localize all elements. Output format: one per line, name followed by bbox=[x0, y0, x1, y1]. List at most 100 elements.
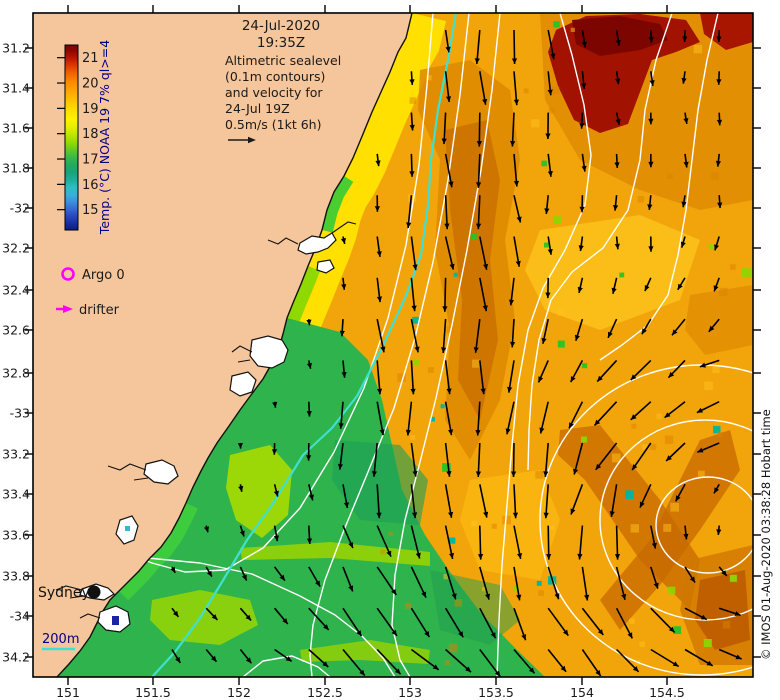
velocity-arrow-head bbox=[513, 99, 519, 106]
sst-speck bbox=[673, 626, 682, 634]
velocity-arrow-head bbox=[668, 626, 675, 633]
sst-speck bbox=[664, 435, 674, 444]
map-border bbox=[32, 12, 754, 678]
sst-speck bbox=[611, 453, 621, 463]
velocity-arrow-head bbox=[306, 319, 312, 326]
sst-speck bbox=[513, 585, 519, 591]
velocity-arrow-head bbox=[480, 388, 486, 395]
velocity-arrow-head bbox=[615, 118, 621, 125]
velocity-arrow-head bbox=[573, 468, 579, 475]
sst-speck bbox=[442, 463, 451, 472]
velocity-arrow-head bbox=[306, 411, 312, 417]
sst-speck bbox=[557, 308, 565, 316]
velocity-arrow-head bbox=[545, 292, 551, 299]
velocity-arrow bbox=[506, 401, 515, 435]
velocity-arrow-head bbox=[273, 535, 279, 542]
velocity-arrow-head bbox=[547, 249, 553, 255]
velocity-arrow-head bbox=[539, 427, 545, 434]
velocity-arrow-head bbox=[611, 287, 617, 294]
sst-speck bbox=[445, 660, 451, 665]
sst-speck bbox=[619, 272, 625, 278]
velocity-arrow bbox=[442, 319, 447, 354]
sst-patch bbox=[525, 215, 700, 330]
velocity-arrow-head bbox=[511, 58, 518, 64]
velocity-arrow-head bbox=[386, 550, 392, 557]
sst-speck bbox=[535, 471, 543, 479]
velocity-arrow-head bbox=[716, 79, 722, 85]
velocity-arrow-head bbox=[700, 614, 707, 620]
velocity-arrow bbox=[479, 360, 485, 395]
velocity-arrow-head bbox=[517, 553, 523, 559]
velocity-arrow-head bbox=[649, 80, 655, 86]
velocity-arrow bbox=[595, 442, 618, 471]
sst-speck bbox=[482, 587, 487, 592]
velocity-arrow bbox=[581, 607, 604, 636]
sst-speck bbox=[426, 75, 432, 81]
isobath-legend-label: 200m bbox=[42, 632, 79, 647]
velocity-arrow-head bbox=[380, 346, 386, 353]
velocity-arrow bbox=[444, 566, 457, 600]
velocity-arrow-head bbox=[421, 591, 426, 598]
y-tick-label: 32.8 bbox=[2, 366, 30, 381]
velocity-arrow-head bbox=[614, 162, 620, 168]
velocity-arrow-head bbox=[721, 570, 727, 576]
velocity-arrow bbox=[578, 525, 584, 560]
velocity-arrow-head bbox=[683, 118, 689, 124]
lake bbox=[229, 371, 257, 397]
velocity-arrow-head bbox=[681, 201, 687, 208]
sst-patch bbox=[700, 13, 753, 50]
contour-line bbox=[527, 13, 673, 471]
sst-speck bbox=[650, 443, 657, 450]
velocity-arrow-head bbox=[448, 429, 454, 436]
velocity-arrow-head bbox=[544, 208, 550, 214]
velocity-arrow-head bbox=[581, 41, 587, 48]
velocity-arrow-head bbox=[432, 664, 439, 670]
velocity-arrow-head bbox=[666, 455, 672, 461]
velocity-arrow-head bbox=[668, 371, 675, 378]
velocity-arrow bbox=[376, 607, 398, 637]
contour-line bbox=[136, 13, 434, 573]
velocity-arrow-head bbox=[343, 502, 349, 508]
velocity-arrow-head bbox=[735, 654, 742, 660]
title-line: and velocity for bbox=[225, 85, 323, 100]
sst-speck bbox=[548, 107, 555, 114]
sst-speck bbox=[430, 416, 435, 422]
bay-pixel bbox=[125, 526, 130, 531]
velocity-arrow bbox=[444, 525, 454, 560]
velocity-arrow-head bbox=[581, 165, 587, 172]
velocity-arrow bbox=[444, 236, 455, 270]
velocity-arrow-head bbox=[696, 407, 703, 413]
velocity-arrow-head bbox=[273, 490, 279, 497]
velocity-arrow-head bbox=[412, 470, 418, 477]
colorbar-tick-label: 21 bbox=[82, 51, 99, 66]
x-tick-label: 153 bbox=[398, 685, 422, 700]
title-block: 24-Jul-2020 19:35Z Altimetric sealevel (… bbox=[225, 18, 341, 144]
velocity-arrow-head bbox=[717, 202, 723, 209]
sst-speck bbox=[553, 216, 562, 225]
velocity-arrow-head bbox=[446, 96, 452, 102]
velocity-arrow-head bbox=[510, 140, 516, 147]
velocity-arrow-head bbox=[446, 471, 452, 477]
velocity-arrow-head bbox=[406, 222, 412, 229]
contour-ring bbox=[599, 419, 753, 621]
velocity-arrow-head bbox=[505, 428, 511, 435]
velocity-arrow-head bbox=[621, 593, 627, 600]
velocity-arrow-head bbox=[632, 464, 638, 471]
velocity-arrow bbox=[477, 153, 481, 188]
velocity-arrow-head bbox=[547, 171, 553, 177]
velocity-arrow-head bbox=[653, 582, 659, 589]
velocity-arrow-head bbox=[271, 449, 278, 455]
map-time: 19:35Z bbox=[257, 35, 305, 51]
velocity-arrow-head bbox=[211, 655, 217, 662]
sst-speck bbox=[405, 603, 411, 609]
velocity-arrow bbox=[444, 153, 453, 188]
sst-speck bbox=[570, 27, 575, 32]
velocity-arrow-head bbox=[376, 512, 382, 519]
sst-speck bbox=[446, 326, 454, 333]
x-tick-label: 151.5 bbox=[135, 685, 171, 700]
velocity-arrow bbox=[513, 71, 518, 106]
velocity-arrow bbox=[511, 112, 515, 147]
velocity-arrow-head bbox=[545, 133, 551, 139]
velocity-arrow bbox=[479, 566, 490, 600]
